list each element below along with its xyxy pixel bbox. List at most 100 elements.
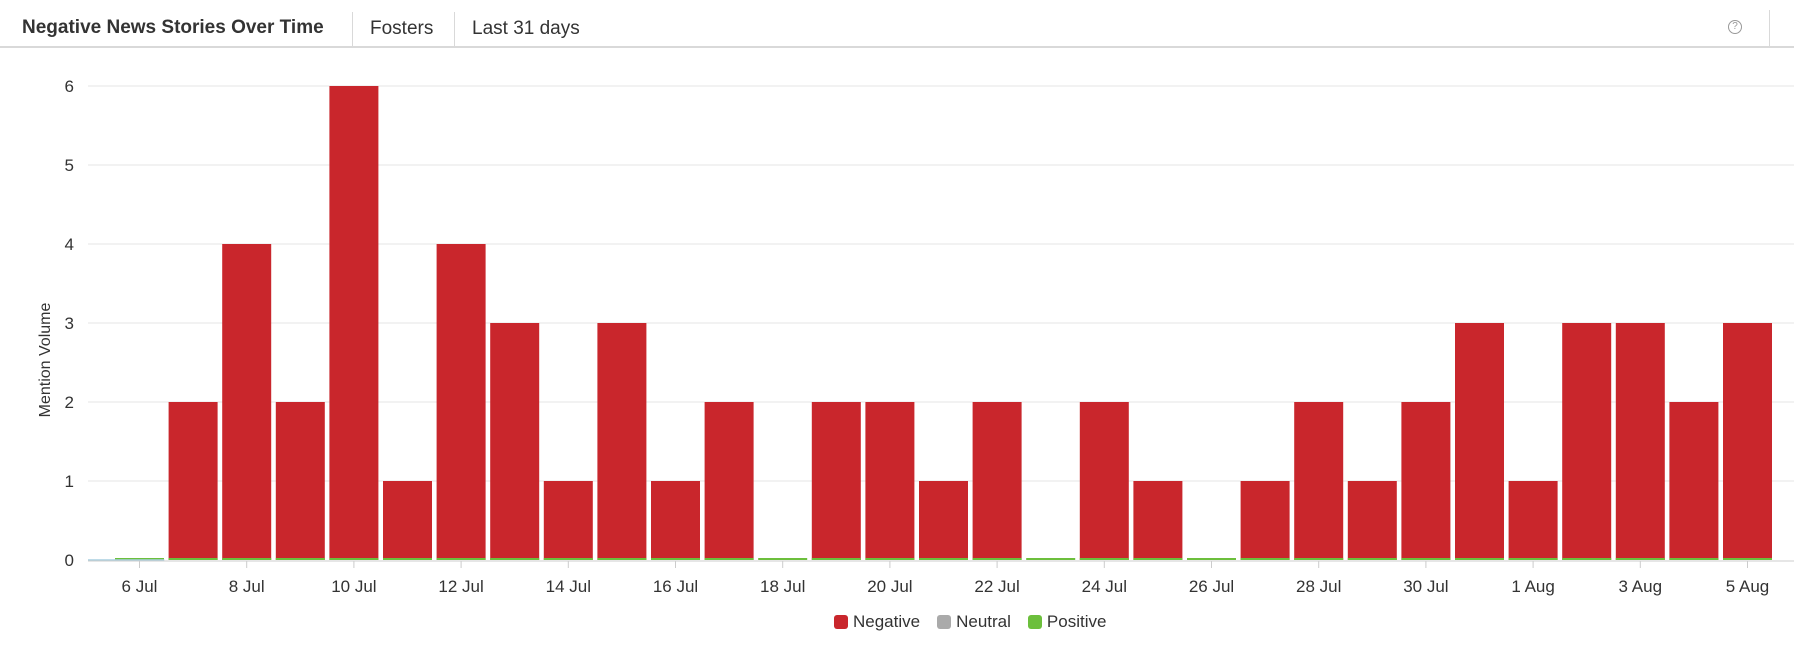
bar-positive: [1723, 558, 1772, 560]
bar-positive: [1508, 558, 1558, 560]
chart-legend: Negative Neutral Positive: [834, 612, 1123, 632]
bar-negative: [222, 244, 272, 560]
bar-negative: [865, 402, 915, 560]
legend-item-neutral[interactable]: Neutral: [937, 612, 1011, 632]
chart-header: Negative News Stories Over Time Fosters …: [0, 0, 1794, 48]
header-divider: [1769, 10, 1770, 48]
bar-positive: [972, 558, 1022, 560]
bar-positive: [168, 558, 218, 560]
bar-positive: [1669, 558, 1719, 560]
bar-positive: [329, 558, 379, 560]
bar-negative: [1615, 323, 1665, 560]
x-tick-label: 1 Aug: [1511, 577, 1555, 596]
y-tick-label: 6: [65, 77, 74, 96]
bar-positive: [1562, 558, 1612, 560]
bar-negative: [597, 323, 647, 560]
bar-positive: [597, 558, 647, 560]
bar-negative: [1723, 323, 1772, 560]
bar-negative: [543, 481, 593, 560]
bar-positive: [115, 558, 164, 560]
bar-negative: [1079, 402, 1129, 560]
legend-label: Positive: [1046, 612, 1107, 631]
x-tick-label: 22 Jul: [974, 577, 1019, 596]
x-tick-label: 20 Jul: [867, 577, 912, 596]
legend-swatch: [834, 615, 848, 629]
bar-positive: [1026, 558, 1076, 560]
header-divider: [352, 12, 353, 47]
bar-positive: [1240, 558, 1290, 560]
x-tick-label: 10 Jul: [331, 577, 376, 596]
bar-negative: [436, 244, 486, 560]
bar-negative: [329, 86, 379, 560]
help-icon[interactable]: ?: [1728, 20, 1742, 34]
bar-negative: [168, 402, 218, 560]
y-tick-label: 1: [65, 472, 74, 491]
legend-item-negative[interactable]: Negative: [834, 612, 920, 632]
bar-positive: [490, 558, 540, 560]
bar-positive: [436, 558, 486, 560]
bar-positive: [1347, 558, 1397, 560]
bar-negative: [704, 402, 754, 560]
brand-filter[interactable]: Fosters: [370, 18, 434, 39]
bar-negative: [1455, 323, 1504, 560]
bar-positive: [865, 558, 915, 560]
bar-positive: [1455, 558, 1504, 560]
x-tick-label: 3 Aug: [1619, 577, 1663, 596]
bar-negative: [1508, 481, 1558, 560]
bar-negative: [490, 323, 540, 560]
bar-positive: [1187, 558, 1236, 560]
y-tick-label: 3: [65, 314, 74, 333]
y-tick-label: 0: [65, 551, 74, 570]
x-tick-label: 8 Jul: [229, 577, 265, 596]
bar-positive: [1079, 558, 1129, 560]
bar-negative: [919, 481, 968, 560]
bar-negative: [383, 481, 432, 560]
x-tick-label: 12 Jul: [438, 577, 483, 596]
chart-title: Negative News Stories Over Time: [22, 17, 324, 38]
bar-negative: [1133, 481, 1183, 560]
bar-negative: [1240, 481, 1290, 560]
bar-positive: [543, 558, 593, 560]
x-tick-label: 18 Jul: [760, 577, 805, 596]
bar-positive: [651, 558, 700, 560]
legend-item-positive[interactable]: Positive: [1027, 612, 1107, 632]
bar-positive: [1401, 558, 1451, 560]
date-range-filter[interactable]: Last 31 days: [472, 18, 580, 39]
bar-positive: [1133, 558, 1183, 560]
x-tick-label: 6 Jul: [122, 577, 158, 596]
x-tick-label: 14 Jul: [546, 577, 591, 596]
bar-negative: [275, 402, 325, 560]
x-tick-label: 24 Jul: [1082, 577, 1127, 596]
x-tick-label: 28 Jul: [1296, 577, 1341, 596]
y-tick-label: 5: [65, 156, 74, 175]
bar-negative: [1669, 402, 1719, 560]
bar-positive: [1615, 558, 1665, 560]
y-tick-label: 4: [65, 235, 74, 254]
bar-positive: [383, 558, 432, 560]
bar-negative: [1294, 402, 1344, 560]
bar-positive: [275, 558, 325, 560]
bar-negative: [1562, 323, 1612, 560]
y-tick-label: 2: [65, 393, 74, 412]
bar-positive: [222, 558, 272, 560]
legend-label: Negative: [853, 612, 921, 631]
y-axis-title: Mention Volume: [37, 303, 54, 418]
bar-negative: [1401, 402, 1451, 560]
bar-chart: 0 1 2 3 4 5 6 Mention Volume 6 Jul 8 Jul 10 Jul 12 …: [37, 77, 1794, 596]
bar-negative: [651, 481, 700, 560]
bar-positive: [811, 558, 861, 560]
header-divider: [454, 12, 455, 47]
x-tick-label: 16 Jul: [653, 577, 698, 596]
legend-label: Neutral: [956, 612, 1011, 631]
legend-swatch: [937, 615, 952, 629]
bar-negative: [972, 402, 1022, 560]
bar-negative: [811, 402, 861, 560]
x-tick-label: 26 Jul: [1189, 577, 1234, 596]
bar-positive: [919, 558, 968, 560]
bar-positive: [704, 558, 754, 560]
x-tick-label: 5 Aug: [1726, 577, 1770, 596]
x-tick-label: 30 Jul: [1403, 577, 1448, 596]
legend-swatch: [1027, 615, 1042, 629]
bar-positive: [758, 558, 808, 560]
bar-positive: [1294, 558, 1344, 560]
